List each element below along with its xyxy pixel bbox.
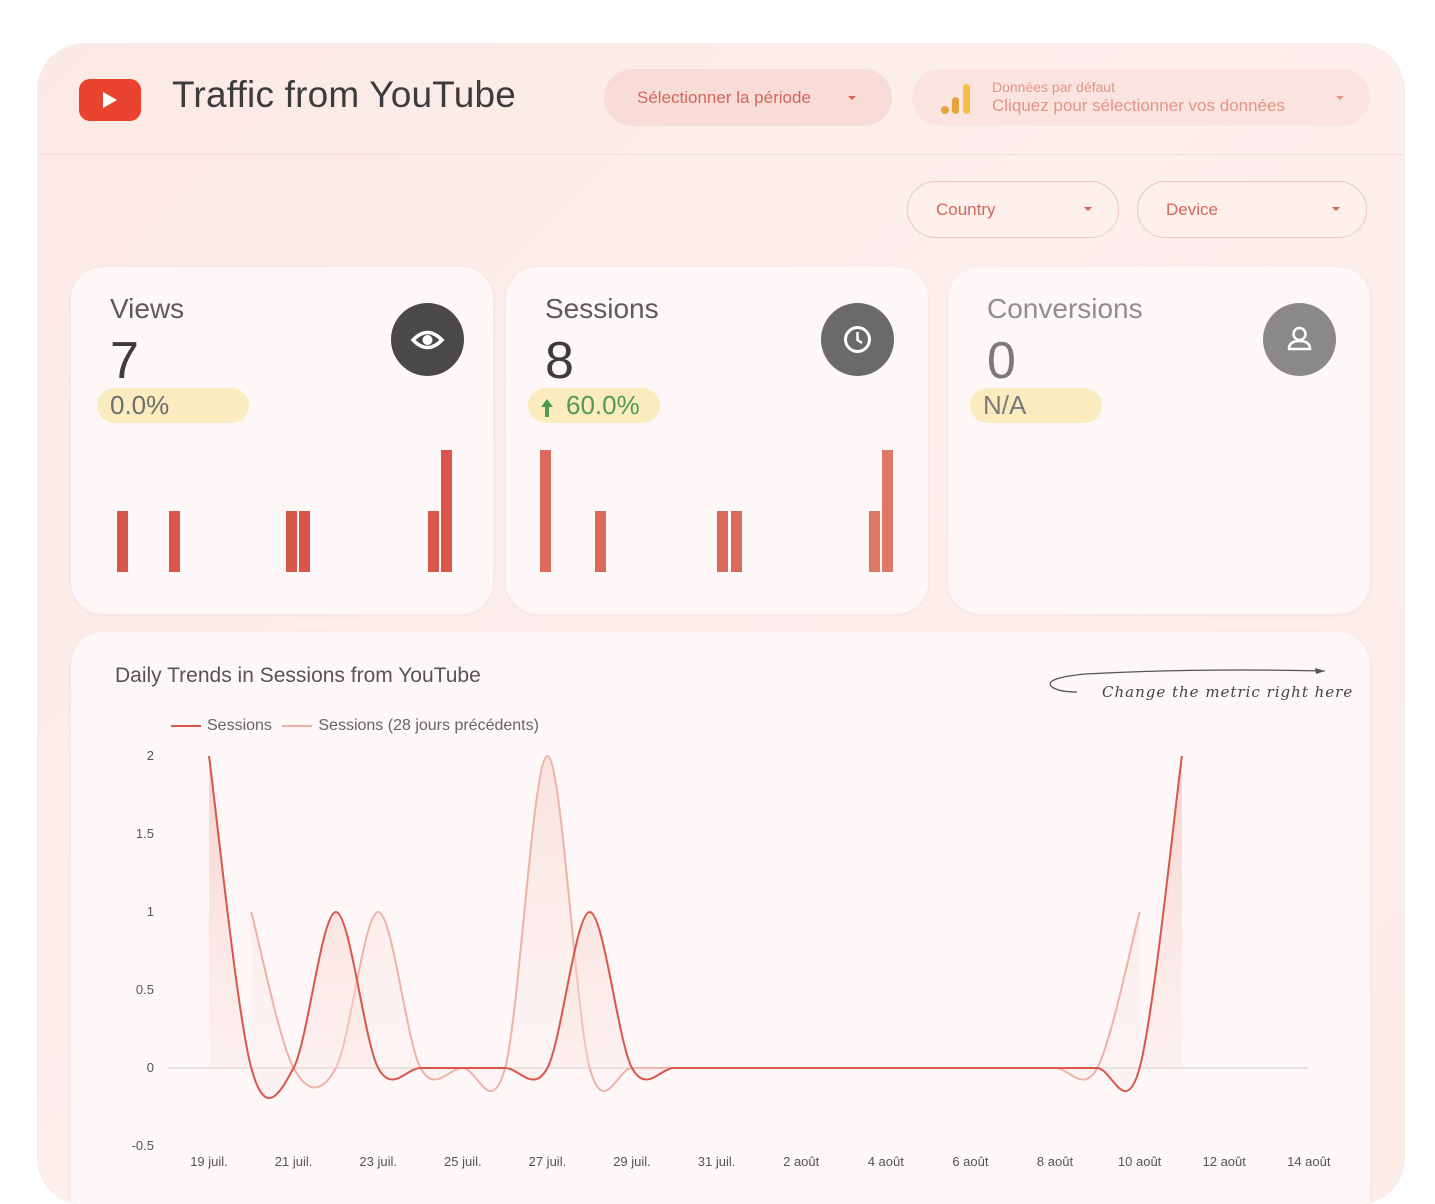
x-tick-label: 4 août [868,1154,905,1169]
period-selector[interactable]: Sélectionner la période [604,69,892,126]
views-sparkline [117,450,452,572]
trend-chart-title: Daily Trends in Sessions from YouTube [115,664,481,687]
spark-bar [882,450,893,572]
spark-bar [441,450,452,572]
x-tick-label: 25 juil. [444,1154,482,1169]
spark-bar [169,511,180,572]
country-filter-label: Country [936,200,996,219]
conversions-card[interactable]: Conversions 0 N/A [948,267,1370,614]
eye-icon [391,303,464,376]
dashboard-frame: Traffic from YouTube Sélectionner la pér… [38,44,1404,1204]
chevron-down-icon [1336,96,1344,100]
views-title: Views [110,293,185,324]
sessions-change-badge: 60.0% [528,388,660,423]
legend-label-sessions: Sessions [207,717,272,734]
views-value: 7 [110,332,139,390]
data-source-selector[interactable]: Données par défaut Cliquez pour sélectio… [912,69,1370,126]
data-source-title: Données par défaut [992,79,1115,95]
analytics-icon [941,84,970,114]
views-card[interactable]: Views 7 0.0% [71,267,493,614]
series-previous-area [251,756,1140,1092]
x-tick-label: 19 juil. [190,1154,228,1169]
x-tick-label: 23 juil. [359,1154,397,1169]
x-tick-label: 12 août [1203,1154,1247,1169]
legend-swatch-prev [282,724,313,727]
views-change-badge: 0.0% [97,388,249,423]
y-tick-label: 1.5 [136,826,154,841]
sessions-change: 60.0% [566,390,640,420]
device-filter-label: Device [1166,200,1218,219]
y-tick-label: 2 [147,748,154,763]
sessions-title: Sessions [545,293,659,324]
x-tick-label: 6 août [952,1154,989,1169]
metric-hint-note: Change the metric right here [1102,683,1354,701]
conversions-change: N/A [983,390,1027,420]
spark-bar [595,511,606,572]
trend-line-chart: 2 1.5 1 0.5 0 -0.5 19 juil. 21 juil. 23 juil. 25 … [132,748,1331,1169]
spark-bar [299,511,310,572]
spark-bar [117,511,128,572]
sessions-sparkline [540,450,893,572]
chevron-down-icon [1084,207,1092,211]
chevron-down-icon [848,96,856,100]
conversions-value: 0 [987,332,1016,390]
legend-label-prev: Sessions (28 jours précédents) [318,717,539,734]
user-icon [1263,303,1336,376]
series-sessions-line [208,755,1183,1099]
x-tick-label: 10 août [1118,1154,1162,1169]
conversions-change-badge: N/A [970,388,1102,423]
series-sessions-area [209,756,1182,1099]
sessions-card[interactable]: Sessions 8 60.0% [506,267,928,614]
conversions-title: Conversions [987,293,1143,324]
chart-legend: Sessions Sessions (28 jours précédents) [171,717,539,735]
x-tick-label: 27 juil. [529,1154,567,1169]
device-filter[interactable]: Device [1137,181,1367,238]
clock-icon [821,303,894,376]
spark-bar [731,511,742,572]
country-filter[interactable]: Country [907,181,1119,238]
x-tick-label: 8 août [1037,1154,1074,1169]
x-tick-label: 14 août [1287,1154,1331,1169]
x-tick-label: 21 juil. [275,1154,313,1169]
x-tick-label: 2 août [783,1154,820,1169]
x-tick-label: 31 juil. [698,1154,736,1169]
y-tick-label: 0.5 [136,982,154,997]
spark-bar [717,511,728,572]
page-title: Traffic from YouTube [172,74,517,115]
youtube-logo-icon [79,79,141,121]
chevron-down-icon [1332,207,1340,211]
spark-bar [540,450,551,572]
sessions-value: 8 [545,332,574,390]
legend-swatch-sessions [171,724,201,727]
header-divider [38,154,1404,155]
period-selector-label: Sélectionner la période [637,88,811,107]
x-tick-label: 29 juil. [613,1154,651,1169]
trend-chart-card: Daily Trends in Sessions from YouTube Ch… [71,632,1370,1204]
y-tick-label: 1 [147,904,154,919]
views-change: 0.0% [110,390,170,420]
spark-bar [428,511,439,572]
y-tick-label: 0 [147,1060,154,1075]
spark-bar [286,511,297,572]
arrow-up-icon [541,399,553,417]
data-source-hint: Cliquez pour sélectionner vos données [992,96,1285,115]
hand-drawn-arrow-icon [1049,668,1326,693]
y-tick-label: -0.5 [132,1138,154,1153]
spark-bar [869,511,880,572]
